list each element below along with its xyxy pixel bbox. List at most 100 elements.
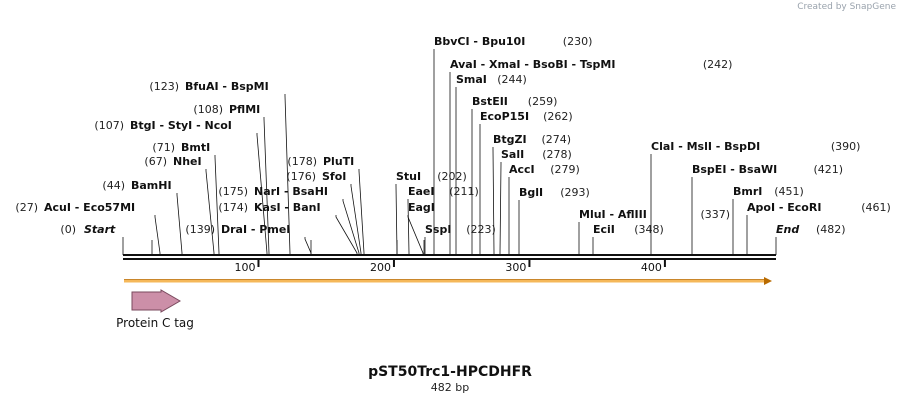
site-label[interactable]: MluI - AflIII (337) bbox=[579, 208, 730, 221]
site-labels: AcuI - Eco57MI (27) BamHI (44) NheI (67) BmtI (… bbox=[15, 35, 890, 236]
site-position: (242) bbox=[703, 58, 733, 71]
site-position: (278) bbox=[542, 148, 572, 161]
site-stem bbox=[342, 199, 360, 255]
site-label[interactable]: BmtI (71) bbox=[152, 141, 210, 154]
site-position: (211) bbox=[449, 185, 479, 198]
site-stem bbox=[176, 193, 183, 255]
site-name: EciI bbox=[593, 223, 615, 236]
site-name: PluTI bbox=[323, 155, 354, 168]
site-position: (178) bbox=[287, 155, 317, 168]
site-label[interactable]: EciI (348) bbox=[593, 223, 664, 236]
site-name: BamHI bbox=[131, 179, 172, 192]
orf-arrow[interactable] bbox=[124, 277, 772, 285]
site-name: SspI bbox=[425, 223, 451, 236]
site-position: (202) bbox=[437, 170, 467, 183]
end-label: End bbox=[776, 223, 799, 236]
site-label[interactable]: BfuAI - BspMI (123) bbox=[149, 80, 268, 93]
site-label[interactable]: PluTI (178) bbox=[287, 155, 354, 168]
site-label[interactable]: NheI (67) bbox=[144, 155, 201, 168]
site-stem bbox=[154, 215, 161, 255]
site-position: (274) bbox=[542, 133, 572, 146]
site-position: (176) bbox=[286, 170, 316, 183]
map-title: pST50Trc1-HPCDHFR bbox=[368, 364, 532, 380]
site-label[interactable]: BamHI (44) bbox=[102, 179, 171, 192]
site-name: SfoI bbox=[322, 170, 346, 183]
site-position: (44) bbox=[102, 179, 125, 192]
site-label[interactable]: AcuI - Eco57MI (27) bbox=[15, 201, 135, 214]
site-name: BbvCI - Bpu10I bbox=[434, 35, 525, 48]
site-label[interactable]: SfoI (176) bbox=[286, 170, 346, 183]
scale-tick-label: 200 bbox=[370, 261, 391, 274]
site-label[interactable]: EcoP15I (262) bbox=[480, 110, 573, 123]
start-position: (0) bbox=[60, 223, 76, 236]
site-position: (108) bbox=[193, 103, 223, 116]
site-label[interactable]: DraI - PmeI (139) bbox=[185, 223, 290, 236]
site-position: (337) bbox=[701, 208, 731, 221]
site-name: BtgI - StyI - NcoI bbox=[130, 119, 232, 132]
scale-tick-label: 400 bbox=[641, 261, 662, 274]
site-name: PflMI bbox=[229, 103, 260, 116]
site-name: ClaI - MslI - BspDI bbox=[651, 140, 760, 153]
snapgene-credit: Created by SnapGene bbox=[797, 2, 896, 12]
site-position: (223) bbox=[466, 223, 496, 236]
site-stem bbox=[492, 147, 495, 255]
site-name: NarI - BsaHI bbox=[254, 185, 328, 198]
start-end-labels: (0) Start End (482) bbox=[60, 223, 845, 236]
site-label[interactable]: BtgI - StyI - NcoI (107) bbox=[94, 119, 231, 132]
end-position: (482) bbox=[816, 223, 846, 236]
scale-ticks: 100 200 300 400 bbox=[234, 259, 666, 274]
site-label[interactable]: AccI (279) bbox=[509, 163, 580, 176]
site-label[interactable]: EagI bbox=[408, 201, 435, 214]
site-stem bbox=[205, 169, 215, 255]
site-position: (279) bbox=[550, 163, 580, 176]
protein-c-tag-label: Protein C tag bbox=[116, 316, 194, 330]
site-name: NheI bbox=[173, 155, 202, 168]
site-label[interactable]: KasI - BanI (174) bbox=[218, 201, 320, 214]
site-name: BmrI bbox=[733, 185, 762, 198]
site-label[interactable]: NarI - BsaHI (175) bbox=[218, 185, 328, 198]
site-name: AcuI - Eco57MI bbox=[44, 201, 135, 214]
site-label[interactable]: SalI (278) bbox=[501, 148, 572, 161]
site-name: BspEI - BsaWI bbox=[692, 163, 777, 176]
site-label[interactable]: BmrI (451) bbox=[733, 185, 804, 198]
site-name: EcoP15I bbox=[480, 110, 529, 123]
site-position: (67) bbox=[144, 155, 167, 168]
site-label[interactable]: StuI (202) bbox=[396, 170, 467, 183]
site-name: BstEII bbox=[472, 95, 508, 108]
site-name: BfuAI - BspMI bbox=[185, 80, 269, 93]
site-label[interactable]: SmaI (244) bbox=[456, 73, 527, 86]
scale-tick-label: 300 bbox=[505, 261, 526, 274]
site-label[interactable]: BstEII (259) bbox=[472, 95, 557, 108]
site-name: BtgZI bbox=[493, 133, 527, 146]
site-label[interactable]: EaeI (211) bbox=[408, 185, 479, 198]
site-label[interactable]: ClaI - MslI - BspDI (390) bbox=[651, 140, 860, 153]
site-label[interactable]: BspEI - BsaWI (421) bbox=[692, 163, 843, 176]
site-name: SmaI bbox=[456, 73, 487, 86]
site-position: (123) bbox=[149, 80, 179, 93]
site-label[interactable]: AvaI - XmaI - BsoBI - TspMI (242) bbox=[450, 58, 732, 71]
site-label[interactable]: ApoI - EcoRI (461) bbox=[747, 201, 891, 214]
site-label[interactable]: PflMI (108) bbox=[193, 103, 260, 116]
site-label[interactable]: SspI (223) bbox=[425, 223, 496, 236]
scale-tick-label: 100 bbox=[234, 261, 255, 274]
site-position: (230) bbox=[563, 35, 593, 48]
site-position: (461) bbox=[861, 201, 891, 214]
site-label[interactable]: BbvCI - Bpu10I (230) bbox=[434, 35, 592, 48]
protein-c-tag-arrow[interactable] bbox=[131, 289, 181, 313]
site-name: StuI bbox=[396, 170, 421, 183]
site-name: SalI bbox=[501, 148, 524, 161]
site-position: (348) bbox=[634, 223, 664, 236]
start-label: Start bbox=[84, 223, 116, 236]
site-position: (262) bbox=[543, 110, 573, 123]
site-stem bbox=[304, 237, 312, 255]
site-label[interactable]: BtgZI (274) bbox=[493, 133, 571, 146]
site-name: AccI bbox=[509, 163, 535, 176]
site-position: (27) bbox=[15, 201, 38, 214]
site-name: KasI - BanI bbox=[254, 201, 321, 214]
site-stem bbox=[407, 215, 424, 255]
site-label[interactable]: BglI (293) bbox=[519, 186, 590, 199]
site-name: ApoI - EcoRI bbox=[747, 201, 821, 214]
site-name: AvaI - XmaI - BsoBI - TspMI bbox=[450, 58, 615, 71]
site-stem bbox=[499, 162, 502, 255]
